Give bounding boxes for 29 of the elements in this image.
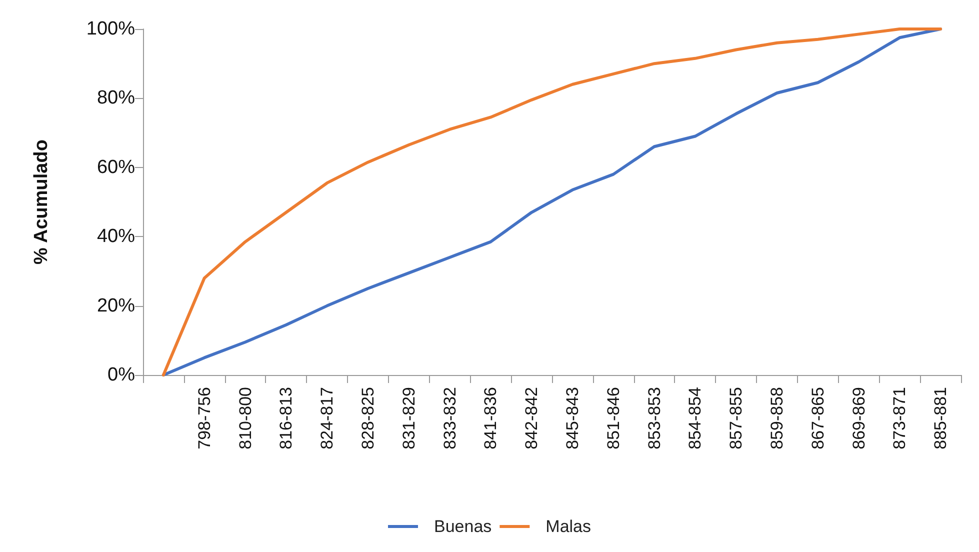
y-tick-label: 80% [96, 88, 136, 109]
x-tick-label: 810-800 [236, 387, 255, 450]
x-tick-label: 885-881 [931, 387, 950, 450]
x-tick-label: 853-853 [644, 387, 664, 450]
x-tick-label: 845-843 [562, 387, 582, 450]
y-tick-label: 100% [86, 18, 136, 40]
x-tick-label: 854-854 [686, 387, 705, 450]
y-axis-title: % Acumulado [31, 140, 52, 264]
legend-label: Buenas [434, 517, 492, 536]
y-tick-label: 40% [96, 226, 136, 248]
y-tick-label: 0% [108, 364, 136, 386]
x-tick-label: 798-756 [194, 387, 214, 450]
line-series [162, 28, 942, 376]
y-tick-label: 60% [96, 156, 136, 178]
x-tick-label: 869-869 [849, 387, 868, 450]
x-tick-label: 828-825 [358, 387, 378, 450]
x-tick-label: 842-842 [522, 387, 542, 450]
x-tick-label: 833-832 [440, 387, 460, 450]
x-tick-label: 851-846 [604, 387, 623, 450]
x-tick-label: 859-858 [767, 387, 786, 450]
x-tick-label: 824-817 [318, 387, 337, 450]
y-tick-label: 20% [96, 295, 136, 316]
x-tick-label: 857-855 [726, 387, 746, 450]
x-tick-label: 873-871 [890, 387, 910, 450]
x-tick-label: 841-836 [481, 387, 500, 450]
x-tick-label: 831-829 [399, 387, 418, 450]
legend-label: Malas [546, 517, 592, 536]
x-tick-label: 867-865 [808, 387, 828, 450]
x-tick-label: 816-813 [276, 387, 296, 450]
